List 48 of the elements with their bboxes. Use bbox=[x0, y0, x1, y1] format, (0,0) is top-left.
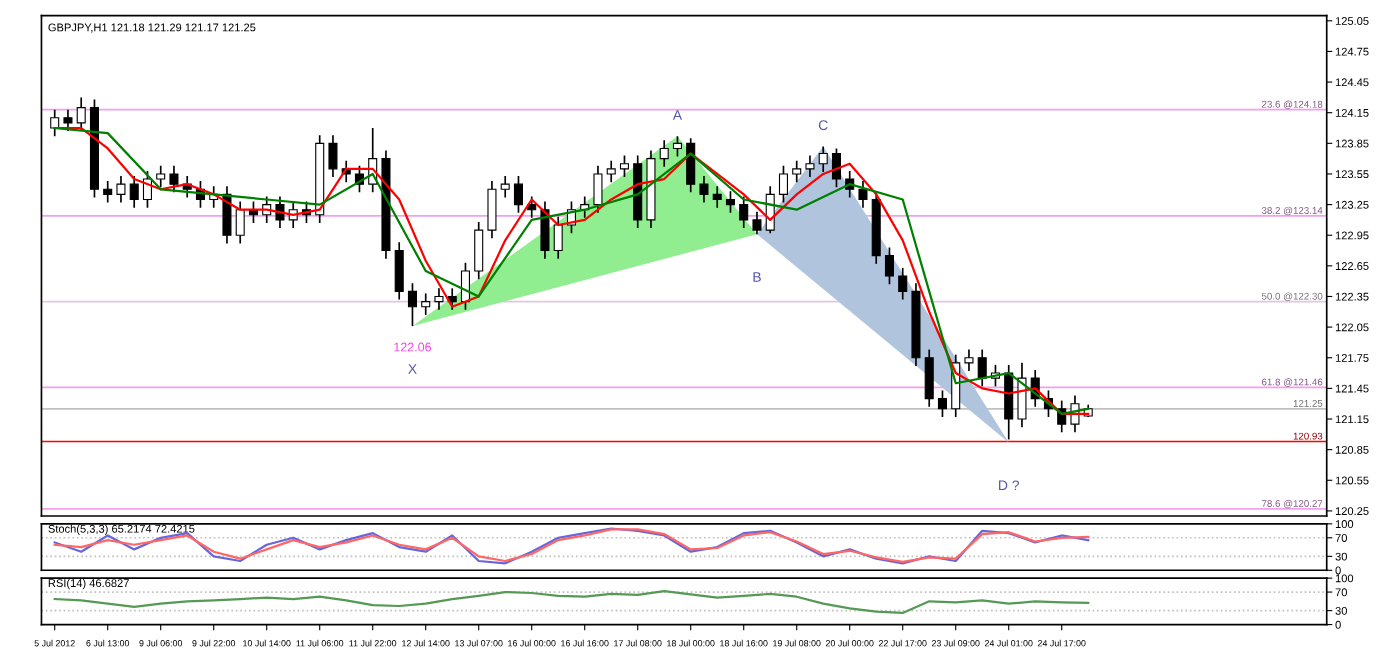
candlestick bbox=[686, 137, 696, 194]
candlestick bbox=[606, 159, 616, 183]
candlestick bbox=[169, 164, 179, 194]
candlestick bbox=[739, 195, 749, 229]
candlestick bbox=[593, 164, 603, 214]
candlestick bbox=[937, 389, 947, 418]
candlestick bbox=[712, 185, 722, 209]
candlestick bbox=[977, 348, 987, 388]
candlestick bbox=[275, 195, 285, 229]
candlestick bbox=[792, 159, 802, 183]
candlestick bbox=[156, 164, 166, 189]
candlestick bbox=[129, 175, 139, 209]
candlestick bbox=[421, 292, 431, 316]
candlestick bbox=[699, 175, 709, 204]
candlestick bbox=[659, 139, 669, 168]
candlestick bbox=[328, 134, 338, 178]
candlestick bbox=[434, 287, 444, 311]
candlestick bbox=[513, 175, 523, 214]
candlestick bbox=[76, 96, 86, 132]
candlestick bbox=[394, 241, 404, 301]
candlestick bbox=[116, 175, 126, 204]
candlestick bbox=[222, 185, 232, 245]
candlestick bbox=[805, 154, 815, 178]
candlestick bbox=[500, 175, 510, 199]
candlestick bbox=[103, 180, 113, 204]
candlestick bbox=[63, 108, 73, 132]
candlestick bbox=[752, 210, 762, 236]
candlestick bbox=[884, 246, 894, 286]
candlestick bbox=[1004, 364, 1014, 441]
candlestick bbox=[540, 200, 550, 260]
candlestick bbox=[831, 147, 841, 189]
candlestick bbox=[1017, 362, 1027, 429]
candlestick bbox=[619, 154, 629, 178]
candlestick bbox=[672, 135, 682, 158]
candlestick bbox=[50, 108, 60, 138]
candlestick bbox=[235, 200, 245, 245]
candlestick bbox=[818, 145, 828, 173]
candlestick bbox=[778, 164, 788, 204]
candlestick bbox=[487, 180, 497, 240]
candlestick bbox=[474, 221, 484, 280]
candlestick bbox=[924, 348, 934, 408]
candlestick bbox=[964, 348, 974, 372]
candlestick bbox=[898, 267, 908, 301]
candlestick bbox=[407, 282, 417, 327]
candlestick bbox=[858, 180, 868, 209]
candlestick bbox=[725, 190, 735, 214]
line-series bbox=[53, 590, 1090, 615]
candlestick bbox=[553, 216, 563, 260]
